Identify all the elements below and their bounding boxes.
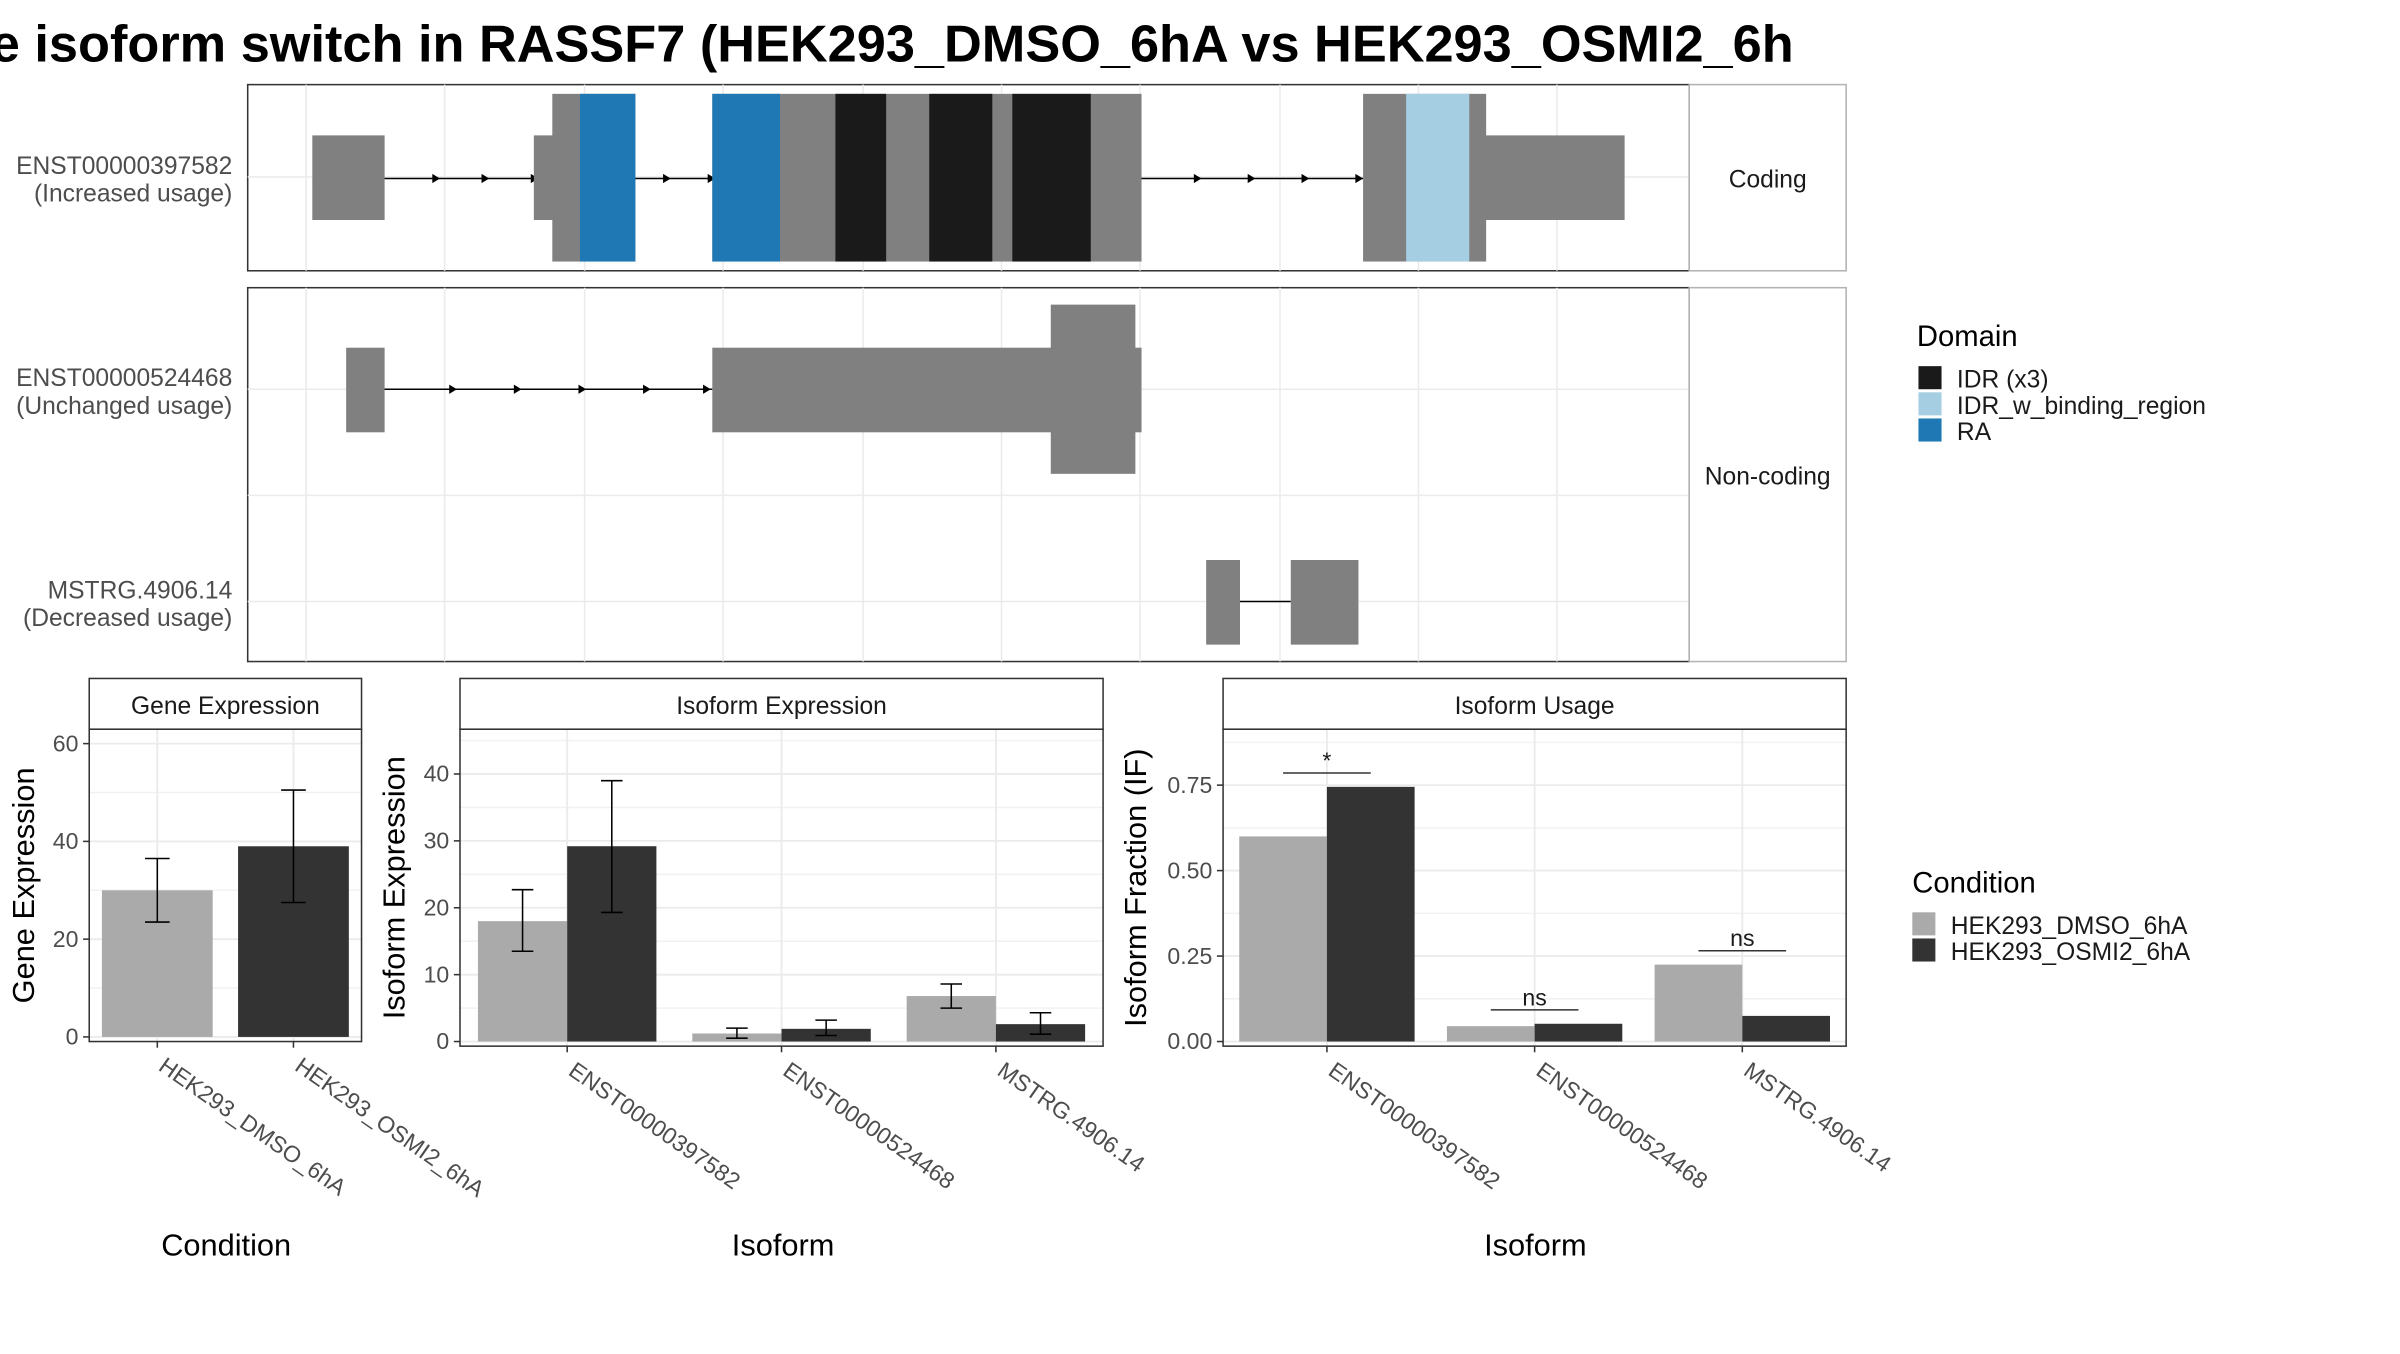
exon (312, 135, 385, 220)
x-tick-label: ENST00000397582 (1324, 1057, 1505, 1195)
exon (1290, 559, 1359, 645)
transcript-usage: (Increased usage) (34, 181, 232, 208)
legend-key-idr-binding (1918, 392, 1942, 416)
bar-HEK293_OSMI2_6hA-MSTRG.4906.14 (1742, 1015, 1830, 1042)
y-tick-label: 40 (53, 828, 79, 854)
x-tick-label: ENST00000397582 (564, 1057, 745, 1195)
bar-HEK293_OSMI2_6hA-ENST00000524468 (1534, 1023, 1623, 1042)
bar-HEK293_OSMI2_6hA-ENST00000397582 (1326, 786, 1415, 1042)
bar-charts: Gene Expression0204060HEK293_DMSO_6hAHEK… (6, 677, 1896, 1262)
condition-legend: Condition HEK293_DMSO_6hA HEK293_OSMI2_6… (1912, 867, 2191, 966)
y-tick-label: 10 (424, 961, 450, 987)
y-tick-label: 0.75 (1167, 772, 1212, 798)
y-axis-title: Gene Expression (6, 767, 41, 1003)
y-tick-label: 20 (53, 926, 79, 952)
facet-strip (1688, 83, 1847, 272)
domain-idr (835, 93, 887, 262)
transcript-usage: (Unchanged usage) (16, 393, 232, 420)
bar-chart-1: Gene Expression0204060HEK293_DMSO_6hAHEK… (6, 677, 490, 1262)
x-axis-title: Condition (161, 1227, 291, 1262)
panel-border (88, 728, 363, 1043)
intron-arrows (432, 173, 1364, 184)
exon (1484, 135, 1625, 220)
domain-idr (929, 93, 993, 262)
bar-chart-3: Isoform Usage 0.00 0.25 0.50 0.75 * ns ns ENST00… (1118, 677, 1896, 1262)
y-tick-label: 30 (424, 828, 450, 854)
bar-chart-2: Isoform Expression 0 10 20 30 40 ENST000003975… (377, 677, 1150, 1262)
facet-label-coding: Coding (1729, 167, 1807, 194)
panel-strip (1222, 677, 1847, 730)
exon (346, 347, 385, 433)
transcript-id: MSTRG.4906.14 (48, 577, 233, 604)
y-tick-label: 0.50 (1167, 857, 1212, 883)
x-tick-label: ENST00000524468 (1532, 1057, 1713, 1195)
y-tick-label: 20 (424, 894, 450, 920)
y-tick-label: 0 (66, 1024, 79, 1050)
exon (533, 135, 554, 220)
panel-title: Isoform Usage (1455, 693, 1615, 720)
legend-label-osmi2: HEK293_OSMI2_6hA (1951, 939, 2191, 966)
legend-label-idr-binding: IDR_w_binding_region (1957, 393, 2206, 420)
significance-label: * (1322, 747, 1331, 773)
intron-arrows (449, 384, 711, 394)
y-axis-title: Isoform Expression (377, 756, 412, 1019)
legend-label-ra: RA (1957, 419, 1992, 446)
legend-label-dmso: HEK293_DMSO_6hA (1951, 913, 2188, 940)
domain-idr (1012, 93, 1091, 262)
x-tick-label: MSTRG.4906.14 (1739, 1057, 1896, 1178)
domain-ra (712, 93, 780, 262)
domain-idr-binding (1406, 93, 1470, 262)
y-tick-label: 40 (424, 761, 450, 787)
bar-HEK293_DMSO_6hA-MSTRG.4906.14 (1654, 964, 1743, 1042)
structure-panel-noncoding: Non-coding (246, 286, 1847, 663)
legend-label-idr: IDR (x3) (1957, 367, 2049, 394)
y-axis-title: Isoform Fraction (IF) (1118, 748, 1153, 1027)
transcript-id: ENST00000524468 (16, 365, 232, 392)
exon (1050, 304, 1136, 474)
panel-title: Isoform Expression (676, 693, 887, 720)
transcript-usage: (Decreased usage) (23, 605, 232, 632)
condition-legend-title: Condition (1912, 867, 2035, 899)
x-axis-title: Isoform (732, 1227, 835, 1262)
x-tick-label: ENST00000524468 (779, 1057, 960, 1195)
significance-label: ns (1730, 925, 1754, 951)
bar-HEK293_DMSO_6hA-ENST00000524468 (1446, 1026, 1535, 1042)
panel-title: Gene Expression (131, 693, 320, 720)
transcript-id: ENST00000397582 (16, 153, 232, 180)
domain-legend: Domain IDR (x3) IDR_w_binding_region RA (1917, 321, 2206, 446)
y-tick-label: 0 (436, 1028, 449, 1054)
y-tick-label: 0.00 (1167, 1028, 1212, 1054)
exon (1206, 559, 1240, 645)
legend-key-idr (1918, 366, 1942, 390)
x-axis-title: Isoform (1484, 1227, 1587, 1262)
domain-ra (579, 93, 636, 262)
facet-label-noncoding: Non-coding (1705, 464, 1831, 491)
facet-strip (1688, 286, 1847, 663)
legend-key-osmi2 (1912, 938, 1936, 962)
domain-legend-title: Domain (1917, 321, 2018, 353)
legend-key-ra (1918, 418, 1942, 442)
x-tick-label: MSTRG.4906.14 (993, 1057, 1150, 1178)
y-tick-label: 0.25 (1167, 943, 1212, 969)
y-tick-label: 60 (53, 730, 79, 756)
structure-panel-coding: Coding (246, 83, 1847, 272)
significance-label: ns (1522, 984, 1546, 1010)
figure-title: e isoform switch in RASSF7 (HEK293_DMSO_… (0, 16, 1794, 74)
panel-border (246, 286, 1690, 663)
bar-HEK293_DMSO_6hA-ENST00000397582 (1239, 836, 1327, 1042)
legend-key-dmso (1912, 912, 1936, 936)
